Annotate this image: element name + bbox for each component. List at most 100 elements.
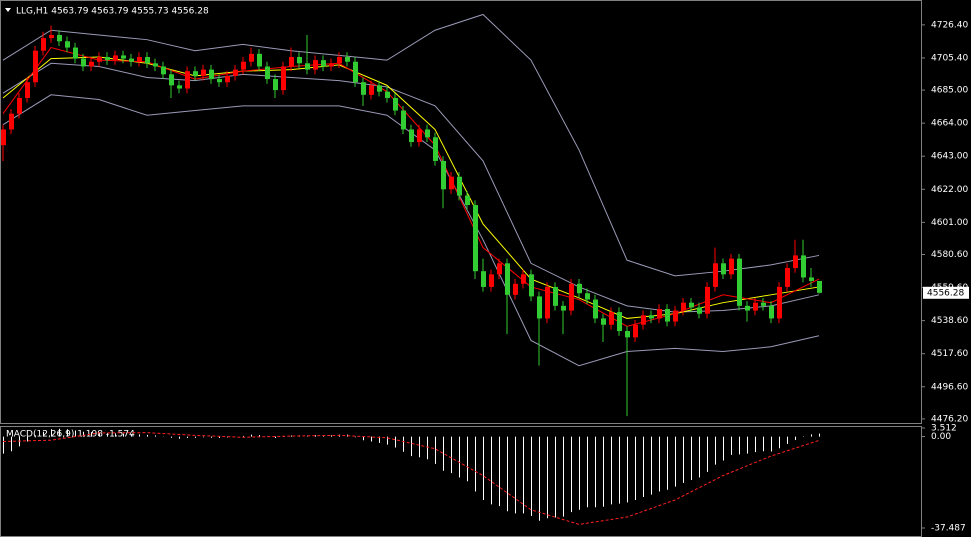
candle-body <box>801 255 806 278</box>
candle-body <box>321 60 326 67</box>
candle-body <box>545 286 550 319</box>
price-panel-frame <box>0 0 922 424</box>
candle-body <box>65 41 70 48</box>
candle-body <box>529 274 534 297</box>
candle-body <box>513 283 518 295</box>
candle-body <box>353 61 358 83</box>
candle-body <box>601 318 606 325</box>
candle-body <box>497 263 502 275</box>
candle-body <box>753 302 758 311</box>
candle-body <box>585 293 590 300</box>
candle-body <box>297 57 302 64</box>
candle-body <box>649 315 654 319</box>
y-tick-label: 4538.60 <box>931 316 968 326</box>
candle-body <box>721 263 726 275</box>
y-tick-label: 4685.00 <box>931 86 968 96</box>
candle-body <box>41 38 46 51</box>
candle-body <box>457 176 462 196</box>
y-tick-label: 4643.00 <box>931 152 968 162</box>
y-tick-label: 4622.00 <box>931 185 968 195</box>
candle-body <box>177 85 182 89</box>
candle-body <box>625 331 630 338</box>
y-tick-label: 4517.60 <box>931 349 968 359</box>
candle-body <box>673 310 678 322</box>
candle-body <box>689 302 694 308</box>
menu-arrow[interactable] <box>5 8 11 12</box>
y-tick-label: 4705.40 <box>931 53 968 63</box>
candle-body <box>745 305 750 311</box>
candle-body <box>769 305 774 319</box>
candle-body <box>665 308 670 322</box>
chart-title: LLG,H1 4563.79 4563.79 4555.73 4556.28 <box>16 7 209 17</box>
candle-body <box>153 63 158 67</box>
candle-body <box>441 160 446 190</box>
candle-body <box>25 82 30 98</box>
candle-body <box>257 53 262 67</box>
candle-body <box>473 205 478 272</box>
candle-body <box>193 71 198 76</box>
candle-body <box>233 69 238 76</box>
candle-body <box>337 57 342 64</box>
candle-body <box>81 58 86 67</box>
candle-body <box>561 305 566 311</box>
candle-body <box>105 57 110 61</box>
candle-body <box>385 91 390 98</box>
candle-body <box>793 255 798 269</box>
candle-body <box>729 258 734 275</box>
candle-body <box>137 57 142 62</box>
candle-body <box>577 283 582 294</box>
candle-body <box>1 129 6 146</box>
candle-body <box>809 277 814 281</box>
candle-body <box>425 129 430 138</box>
candle-body <box>121 55 126 59</box>
candle-body <box>505 263 510 295</box>
candle-body <box>537 296 542 319</box>
candle-body <box>817 280 822 293</box>
candle-body <box>481 271 486 287</box>
candle-body <box>161 66 166 75</box>
candle-body <box>593 299 598 319</box>
candle-body <box>449 176 454 190</box>
candle-body <box>89 61 94 67</box>
candle-body <box>241 61 246 70</box>
candle-body <box>113 55 118 61</box>
candle-body <box>281 66 286 91</box>
candle-body <box>713 263 718 287</box>
candle-body <box>97 57 102 62</box>
candle-body <box>681 302 686 311</box>
y-tick-label: 4664.00 <box>931 119 968 129</box>
y-tick-label: 0.00 <box>931 432 951 442</box>
candle-body <box>225 75 230 83</box>
candle-body <box>57 34 62 42</box>
candle-body <box>73 47 78 59</box>
candle-body <box>553 286 558 306</box>
candle-body <box>377 85 382 92</box>
y-tick-label: 3.512 <box>931 424 957 434</box>
candle-body <box>361 82 366 95</box>
candle-body <box>609 312 614 325</box>
y-tick-label: 4601.00 <box>931 218 968 228</box>
candle-body <box>417 129 422 143</box>
candle-body <box>185 71 190 89</box>
candle-body <box>633 324 638 338</box>
indicator-line <box>2 13 820 277</box>
candle-body <box>401 110 406 130</box>
candle-body <box>777 286 782 319</box>
candle-body <box>289 57 294 67</box>
candle-body <box>305 63 310 70</box>
candle-body <box>569 283 574 311</box>
candle-body <box>785 268 790 287</box>
candle-body <box>273 79 278 91</box>
candle-body <box>169 74 174 86</box>
y-tick-label: 4580.60 <box>931 250 968 260</box>
candle-body <box>737 258 742 306</box>
candle-body <box>145 57 150 64</box>
candle-body <box>705 286 710 314</box>
candle-body <box>249 53 254 62</box>
candle-body <box>641 315 646 325</box>
candle-body <box>329 63 334 67</box>
candle-body <box>465 195 470 206</box>
candle-body <box>17 97 22 114</box>
macd-title: MACD(12,26,9) 1.198 -1.574 <box>6 430 135 440</box>
